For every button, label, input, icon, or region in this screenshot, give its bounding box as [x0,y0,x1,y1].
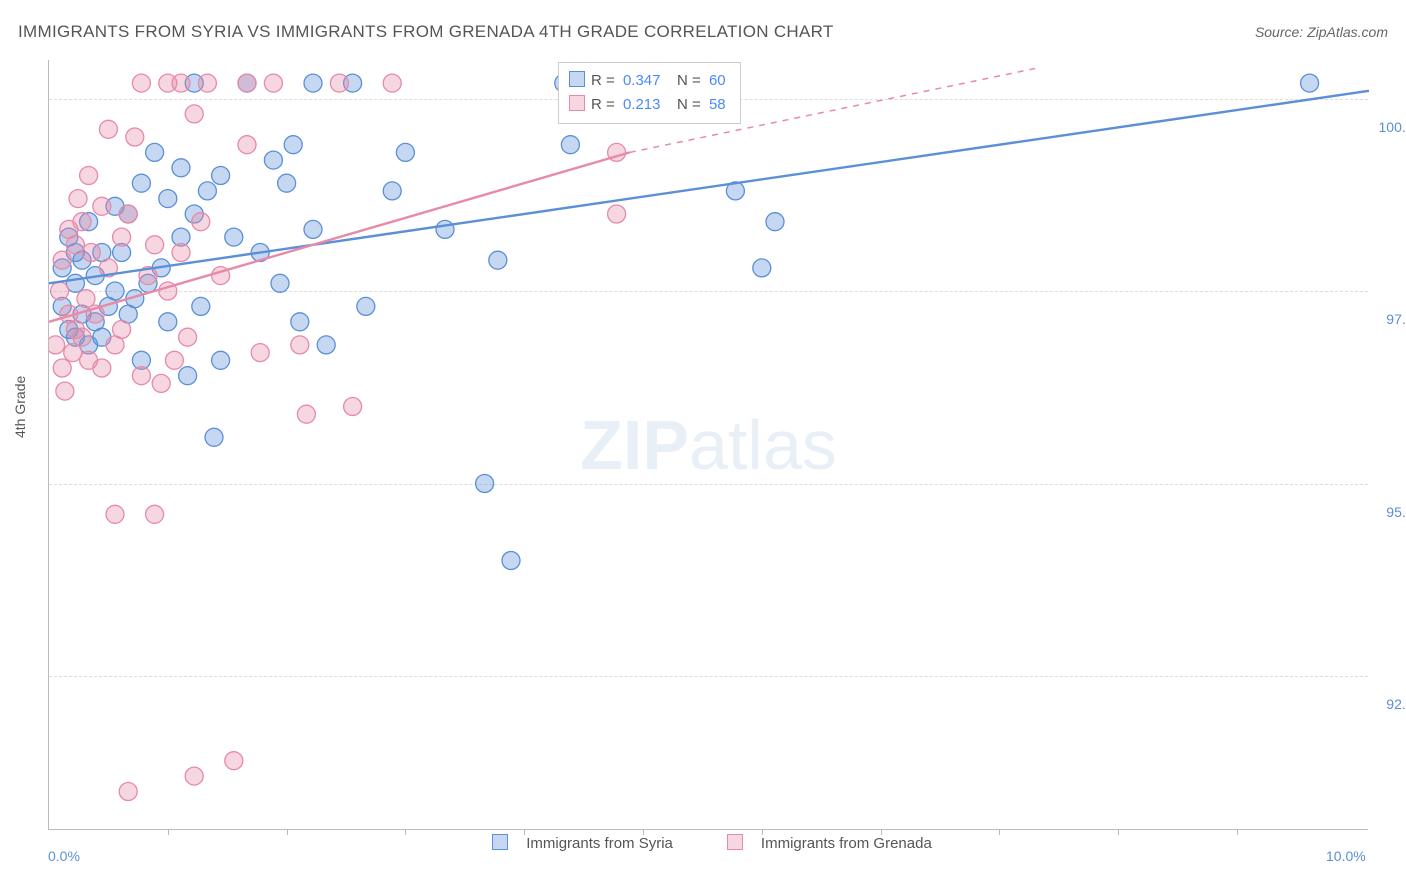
scatter-point [238,136,256,154]
scatter-point [192,297,210,315]
scatter-point [119,205,137,223]
scatter-point [1301,74,1319,92]
scatter-point [212,167,230,185]
scatter-point [198,182,216,200]
scatter-point [93,359,111,377]
x-tick-label: 10.0% [1326,848,1366,864]
scatter-point [113,321,131,339]
legend-series-item: Immigrants from Grenada [709,835,932,852]
scatter-point [502,552,520,570]
scatter-point [132,174,150,192]
scatter-point [192,213,210,231]
scatter-point [146,143,164,161]
legend-series-item: Immigrants from Syria [474,835,673,852]
scatter-point [82,244,100,262]
scatter-point [238,74,256,92]
scatter-point [51,282,69,300]
scatter-point [396,143,414,161]
scatter-point [205,428,223,446]
scatter-point [73,213,91,231]
scatter-point [291,336,309,354]
scatter-point [165,351,183,369]
y-tick-label: 100.0% [1379,119,1406,135]
scatter-point [476,475,494,493]
scatter-point [271,274,289,292]
chart-svg [49,60,1369,830]
scatter-point [766,213,784,231]
y-axis-label: 4th Grade [12,376,28,438]
scatter-point [251,344,269,362]
scatter-point [69,190,87,208]
scatter-point [383,74,401,92]
scatter-point [132,367,150,385]
scatter-point [119,783,137,801]
scatter-point [383,182,401,200]
scatter-point [212,351,230,369]
scatter-point [93,197,111,215]
series-legend: Immigrants from Syria Immigrants from Gre… [0,834,1406,852]
scatter-point [146,505,164,523]
legend-stat-row: R = 0.347 N = 60 [569,69,730,93]
scatter-point [185,105,203,123]
scatter-point [80,167,98,185]
scatter-point [56,382,74,400]
scatter-point [159,190,177,208]
scatter-point [146,236,164,254]
scatter-point [344,398,362,416]
scatter-point [608,205,626,223]
correlation-legend-box: R = 0.347 N = 60R = 0.213 N = 58 [558,62,741,124]
scatter-point [330,74,348,92]
x-tick-label: 0.0% [48,848,80,864]
scatter-point [106,505,124,523]
scatter-point [179,367,197,385]
scatter-point [159,313,177,331]
scatter-point [264,74,282,92]
scatter-point [53,359,71,377]
scatter-point [753,259,771,277]
scatter-point [225,752,243,770]
scatter-point [152,374,170,392]
legend-stat-row: R = 0.213 N = 58 [569,93,730,117]
chart-title: IMMIGRANTS FROM SYRIA VS IMMIGRANTS FROM… [18,22,834,42]
scatter-point [132,74,150,92]
scatter-point [304,220,322,238]
scatter-point [99,120,117,138]
y-tick-label: 97.5% [1386,311,1406,327]
scatter-point [126,128,144,146]
source-label: Source: ZipAtlas.com [1255,24,1388,40]
scatter-point [561,136,579,154]
chart-plot-area: ZIPatlas 92.5%95.0%97.5%100.0% [48,60,1368,830]
scatter-point [304,74,322,92]
scatter-point [489,251,507,269]
scatter-point [49,336,65,354]
scatter-point [172,159,190,177]
scatter-point [185,767,203,785]
scatter-point [53,251,71,269]
scatter-point [297,405,315,423]
scatter-point [113,228,131,246]
scatter-point [278,174,296,192]
scatter-point [106,282,124,300]
scatter-point [284,136,302,154]
scatter-point [225,228,243,246]
scatter-point [317,336,335,354]
scatter-point [357,297,375,315]
scatter-point [172,244,190,262]
scatter-point [291,313,309,331]
scatter-point [73,328,91,346]
scatter-point [264,151,282,169]
scatter-point [179,328,197,346]
scatter-point [172,74,190,92]
y-tick-label: 92.5% [1386,696,1406,712]
scatter-point [198,74,216,92]
scatter-point [436,220,454,238]
y-tick-label: 95.0% [1386,504,1406,520]
